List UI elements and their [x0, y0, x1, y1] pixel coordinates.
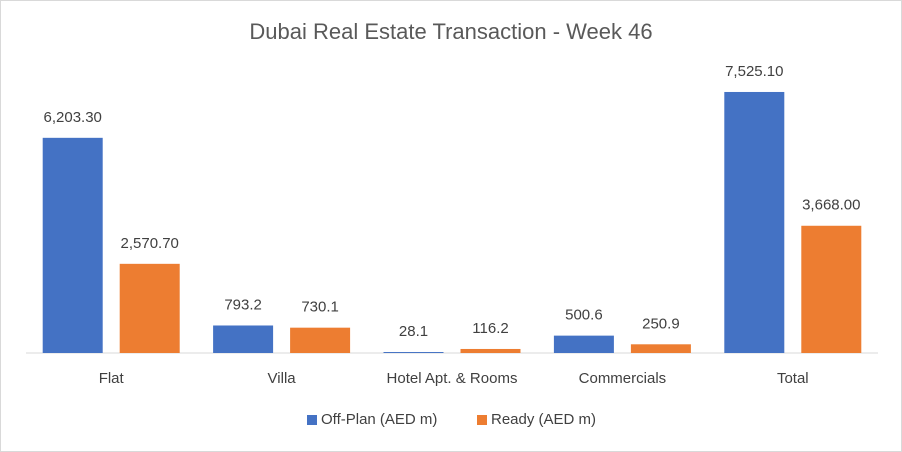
bar — [383, 352, 444, 353]
x-tick-label: Flat — [99, 370, 125, 387]
bar — [119, 263, 180, 353]
legend-label: Ready (AED m) — [491, 411, 596, 428]
legend-swatch — [307, 415, 317, 425]
x-tick-label: Villa — [268, 370, 297, 387]
bar — [801, 225, 862, 353]
data-label: 6,203.30 — [44, 109, 102, 126]
bar — [630, 344, 691, 353]
data-label: 250.9 — [642, 315, 680, 332]
data-label: 7,525.10 — [725, 63, 783, 80]
data-label: 28.1 — [399, 323, 428, 340]
data-label: 793.2 — [224, 296, 262, 313]
bar — [213, 325, 274, 353]
data-label: 500.6 — [565, 307, 603, 324]
chart-title: Dubai Real Estate Transaction - Week 46 — [249, 19, 652, 44]
bar — [724, 91, 785, 354]
bar — [460, 348, 521, 353]
bar — [42, 137, 103, 353]
x-tick-label: Total — [777, 370, 809, 387]
data-label: 3,668.00 — [802, 197, 860, 214]
legend-swatch — [477, 415, 487, 425]
data-label: 116.2 — [472, 320, 508, 337]
legend-label: Off-Plan (AED m) — [321, 411, 437, 428]
x-tick-label: Hotel Apt. & Rooms — [387, 370, 518, 387]
bar — [290, 327, 351, 353]
data-label: 730.1 — [301, 299, 339, 316]
data-label: 2,570.70 — [121, 235, 179, 252]
bar — [553, 335, 614, 353]
x-tick-label: Commercials — [579, 370, 667, 387]
